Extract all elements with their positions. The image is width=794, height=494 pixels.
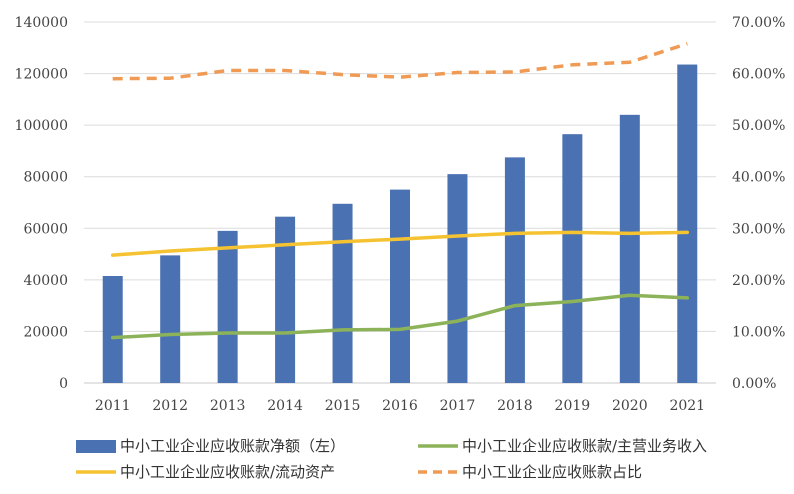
right-tick-label: 20.00% (732, 273, 785, 289)
x-tick-label: 2018 (497, 398, 533, 414)
left-tick-label: 40000 (23, 273, 68, 289)
left-tick-label: 20000 (23, 324, 68, 340)
bar (562, 134, 583, 383)
right-tick-label: 60.00% (732, 67, 785, 83)
bar (275, 216, 296, 383)
bar (619, 114, 640, 383)
legend: 中小工业企业应收账款净额（左） 中小工业企业应收账款/主营业务收入中小工业企业应收… (76, 437, 707, 481)
series-line (112, 42, 688, 81)
right-tick-label: 70.00% (732, 15, 785, 31)
bar (332, 203, 353, 383)
left-tick-label: 60000 (23, 221, 68, 237)
x-tick-label: 2019 (555, 398, 591, 414)
x-tick-label: 2017 (440, 398, 476, 414)
right-tick-label: 0.00% (732, 376, 776, 392)
right-axis-ticks: 0.00% 10.00% 20.00% 30.00% 40.00% 50.00% 60.00… (732, 15, 785, 392)
legend-label: 中小工业企业应收账款净额（左） (120, 437, 345, 455)
x-tick-label: 2021 (669, 398, 705, 414)
right-tick-label: 30.00% (732, 221, 785, 237)
left-tick-label: 80000 (23, 170, 68, 186)
left-axis-ticks: 0 20000 40000 60000 80000 100000 120000 140000 (15, 15, 68, 392)
right-tick-label: 50.00% (732, 118, 785, 134)
x-tick-label: 2012 (152, 398, 188, 414)
x-axis-ticks: 2011 2012 2013 2014 2015 2016 2017 2018 2019 2020… (95, 398, 705, 414)
bar (447, 174, 468, 383)
bar (677, 64, 698, 384)
bar (390, 189, 410, 383)
legend-label: 中小工业企业应收账款/流动资产 (120, 463, 335, 481)
left-tick-label: 100000 (15, 118, 68, 134)
bar (160, 255, 181, 383)
bar (102, 275, 123, 383)
x-tick-label: 2020 (612, 398, 648, 414)
right-tick-label: 40.00% (732, 170, 785, 186)
series-line (110, 293, 690, 340)
right-tick-label: 10.00% (732, 324, 785, 340)
legend-label: 中小工业企业应收账款/主营业务收入 (462, 437, 707, 455)
bar-series (102, 64, 698, 384)
left-tick-label: 0 (59, 376, 68, 392)
legend-swatch (76, 440, 116, 453)
left-tick-label: 140000 (15, 15, 68, 31)
left-tick-label: 120000 (15, 67, 68, 83)
x-tick-label: 2014 (267, 398, 303, 414)
x-tick-label: 2016 (382, 398, 418, 414)
x-tick-label: 2013 (210, 398, 246, 414)
x-tick-label: 2011 (95, 398, 131, 414)
x-tick-label: 2015 (325, 398, 361, 414)
bar (217, 230, 238, 383)
bar (504, 157, 525, 383)
legend-label: 中小工业企业应收账款占比 (462, 463, 642, 481)
line-series (110, 42, 690, 340)
series-line (110, 230, 690, 257)
